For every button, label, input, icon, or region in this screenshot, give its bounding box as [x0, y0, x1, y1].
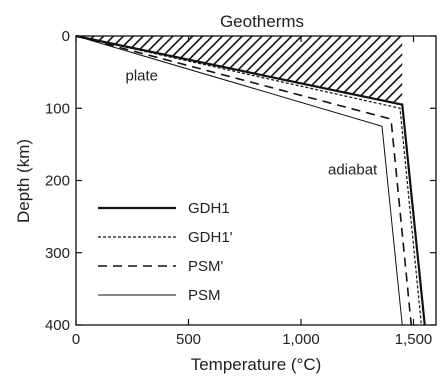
- plot-area: [75, 34, 426, 326]
- y-tick-label: 300: [45, 245, 70, 262]
- x-tick-label: 1,000: [282, 331, 320, 348]
- legend: GDH1 GDH1' PSM' PSM: [98, 200, 233, 304]
- x-tick-label: 500: [176, 331, 201, 348]
- series-line-gdh1: [75, 34, 426, 326]
- x-tick-label: 1,500: [395, 331, 433, 348]
- legend-label: PSM': [188, 258, 224, 275]
- legend-label: PSM: [188, 287, 221, 304]
- y-tick-label: 100: [45, 100, 70, 117]
- annotation-adiabat: adiabat: [328, 162, 378, 179]
- series-line-gdh1-: [75, 35, 422, 326]
- axis-ticks: 0 500 1,000 1,500 0 100 200 300 400: [45, 28, 436, 348]
- y-axis-title: Depth (km): [14, 139, 33, 223]
- y-tick-label: 400: [45, 317, 70, 334]
- chart-title: Geotherms: [220, 12, 304, 31]
- x-tick-label: 0: [72, 331, 80, 348]
- series-line-psm: [75, 35, 403, 326]
- x-axis-title: Temperature (°C): [191, 355, 322, 374]
- y-tick-label: 200: [45, 173, 70, 190]
- legend-label: GDH1: [188, 200, 230, 217]
- legend-label: GDH1': [188, 229, 233, 246]
- series-line-psm-: [75, 35, 413, 326]
- annotation-plate: plate: [126, 68, 159, 85]
- y-tick-label: 0: [62, 28, 70, 45]
